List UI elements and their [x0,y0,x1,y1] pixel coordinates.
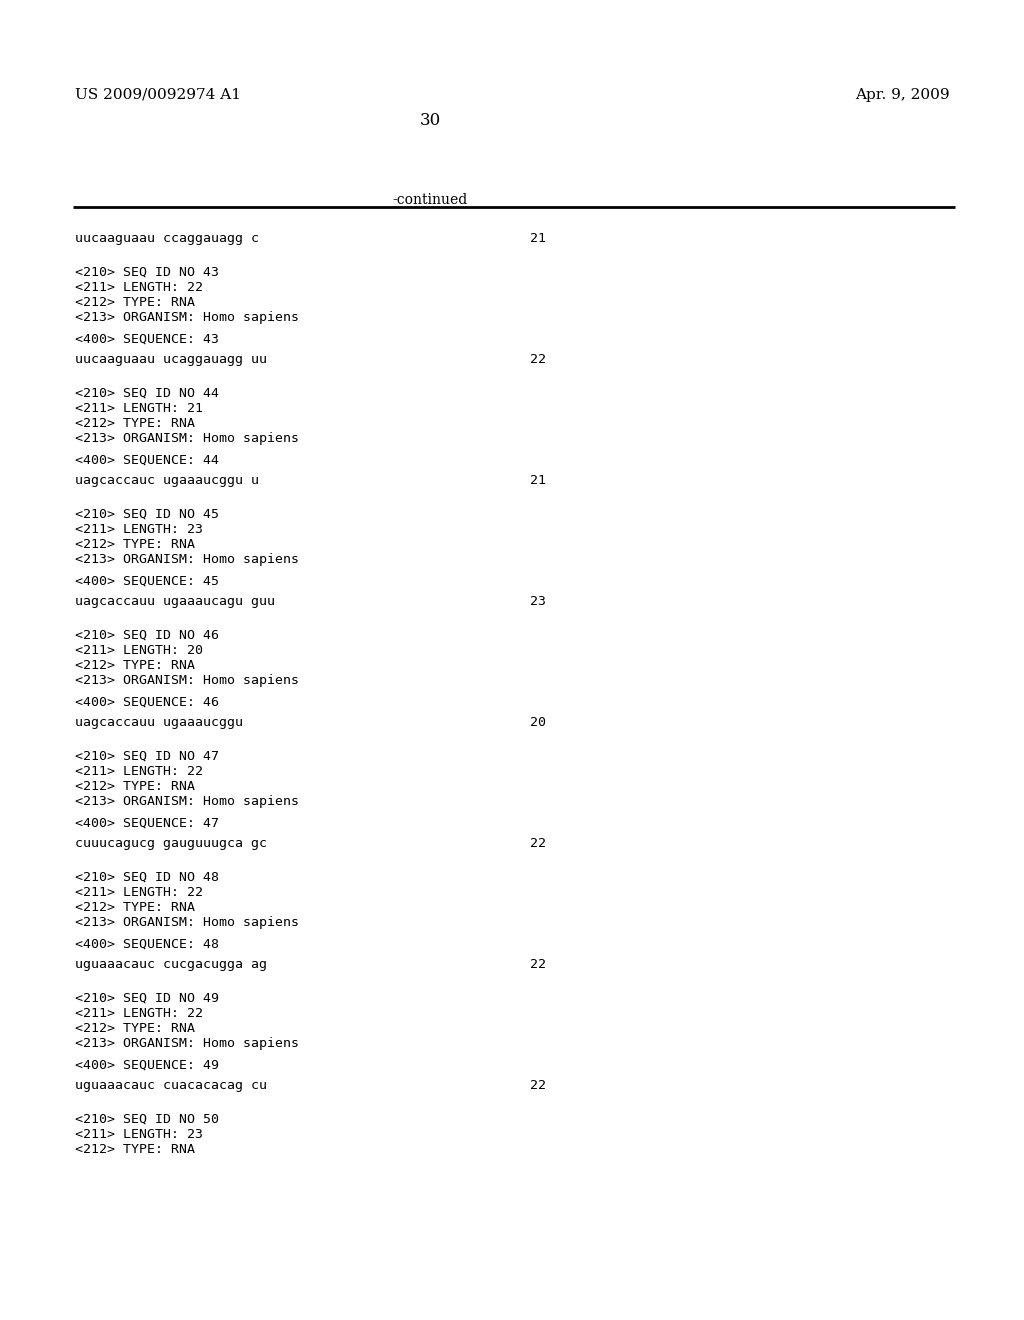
Text: <212> TYPE: RNA: <212> TYPE: RNA [75,1143,195,1156]
Text: 22: 22 [530,1078,546,1092]
Text: <210> SEQ ID NO 48: <210> SEQ ID NO 48 [75,871,219,884]
Text: 22: 22 [530,958,546,972]
Text: <210> SEQ ID NO 46: <210> SEQ ID NO 46 [75,630,219,642]
Text: <212> TYPE: RNA: <212> TYPE: RNA [75,539,195,550]
Text: <400> SEQUENCE: 44: <400> SEQUENCE: 44 [75,454,219,467]
Text: <210> SEQ ID NO 49: <210> SEQ ID NO 49 [75,993,219,1005]
Text: 20: 20 [530,715,546,729]
Text: <400> SEQUENCE: 43: <400> SEQUENCE: 43 [75,333,219,346]
Text: uguaaacauc cucgacugga ag: uguaaacauc cucgacugga ag [75,958,267,972]
Text: <213> ORGANISM: Homo sapiens: <213> ORGANISM: Homo sapiens [75,916,299,929]
Text: <211> LENGTH: 23: <211> LENGTH: 23 [75,1129,203,1140]
Text: <400> SEQUENCE: 48: <400> SEQUENCE: 48 [75,939,219,950]
Text: 21: 21 [530,474,546,487]
Text: <211> LENGTH: 22: <211> LENGTH: 22 [75,766,203,777]
Text: <400> SEQUENCE: 49: <400> SEQUENCE: 49 [75,1059,219,1072]
Text: <212> TYPE: RNA: <212> TYPE: RNA [75,902,195,913]
Text: <211> LENGTH: 22: <211> LENGTH: 22 [75,1007,203,1020]
Text: <212> TYPE: RNA: <212> TYPE: RNA [75,780,195,793]
Text: uagcaccauu ugaaaucagu guu: uagcaccauu ugaaaucagu guu [75,595,275,609]
Text: <212> TYPE: RNA: <212> TYPE: RNA [75,659,195,672]
Text: <213> ORGANISM: Homo sapiens: <213> ORGANISM: Homo sapiens [75,553,299,566]
Text: cuuucagucg gauguuugca gc: cuuucagucg gauguuugca gc [75,837,267,850]
Text: <211> LENGTH: 22: <211> LENGTH: 22 [75,886,203,899]
Text: <211> LENGTH: 20: <211> LENGTH: 20 [75,644,203,657]
Text: <212> TYPE: RNA: <212> TYPE: RNA [75,1022,195,1035]
Text: <210> SEQ ID NO 44: <210> SEQ ID NO 44 [75,387,219,400]
Text: 21: 21 [530,232,546,246]
Text: <212> TYPE: RNA: <212> TYPE: RNA [75,417,195,430]
Text: -continued: -continued [392,193,468,207]
Text: <211> LENGTH: 21: <211> LENGTH: 21 [75,403,203,414]
Text: <400> SEQUENCE: 45: <400> SEQUENCE: 45 [75,576,219,587]
Text: uagcaccauc ugaaaucggu u: uagcaccauc ugaaaucggu u [75,474,259,487]
Text: <213> ORGANISM: Homo sapiens: <213> ORGANISM: Homo sapiens [75,675,299,686]
Text: 22: 22 [530,837,546,850]
Text: Apr. 9, 2009: Apr. 9, 2009 [855,88,950,102]
Text: US 2009/0092974 A1: US 2009/0092974 A1 [75,88,241,102]
Text: <212> TYPE: RNA: <212> TYPE: RNA [75,296,195,309]
Text: <400> SEQUENCE: 46: <400> SEQUENCE: 46 [75,696,219,709]
Text: <210> SEQ ID NO 47: <210> SEQ ID NO 47 [75,750,219,763]
Text: <210> SEQ ID NO 43: <210> SEQ ID NO 43 [75,267,219,279]
Text: uucaaguaau ucaggauagg uu: uucaaguaau ucaggauagg uu [75,352,267,366]
Text: <213> ORGANISM: Homo sapiens: <213> ORGANISM: Homo sapiens [75,795,299,808]
Text: <210> SEQ ID NO 45: <210> SEQ ID NO 45 [75,508,219,521]
Text: uagcaccauu ugaaaucggu: uagcaccauu ugaaaucggu [75,715,243,729]
Text: <211> LENGTH: 23: <211> LENGTH: 23 [75,523,203,536]
Text: <213> ORGANISM: Homo sapiens: <213> ORGANISM: Homo sapiens [75,432,299,445]
Text: 23: 23 [530,595,546,609]
Text: <211> LENGTH: 22: <211> LENGTH: 22 [75,281,203,294]
Text: uucaaguaau ccaggauagg c: uucaaguaau ccaggauagg c [75,232,259,246]
Text: uguaaacauc cuacacacag cu: uguaaacauc cuacacacag cu [75,1078,267,1092]
Text: <213> ORGANISM: Homo sapiens: <213> ORGANISM: Homo sapiens [75,312,299,323]
Text: 22: 22 [530,352,546,366]
Text: <210> SEQ ID NO 50: <210> SEQ ID NO 50 [75,1113,219,1126]
Text: 30: 30 [420,112,440,129]
Text: <400> SEQUENCE: 47: <400> SEQUENCE: 47 [75,817,219,830]
Text: <213> ORGANISM: Homo sapiens: <213> ORGANISM: Homo sapiens [75,1038,299,1049]
